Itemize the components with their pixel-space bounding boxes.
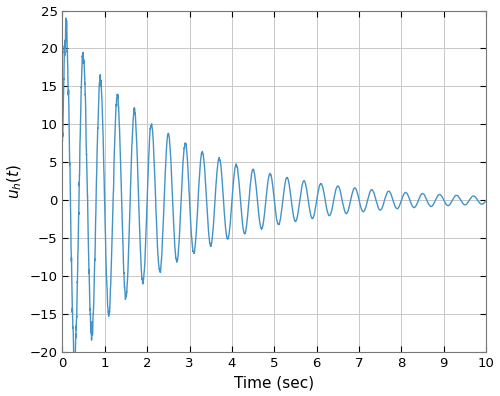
- X-axis label: Time (sec): Time (sec): [234, 375, 314, 390]
- Y-axis label: $u_h(t)$: $u_h(t)$: [6, 164, 24, 199]
